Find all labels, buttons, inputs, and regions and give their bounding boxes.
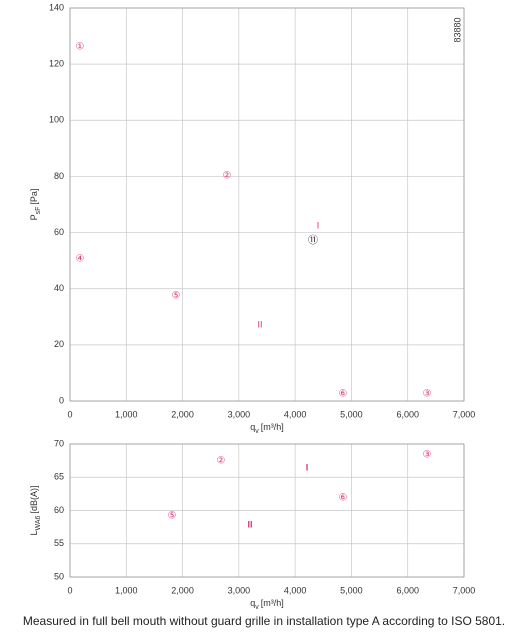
y-label-sub: WA6 [35, 515, 42, 530]
point-marker: ② [217, 456, 226, 467]
x-tick-label: 2,000 [171, 409, 194, 419]
y-tick-label: 55 [54, 538, 64, 548]
curve-label: I [306, 462, 309, 472]
x-tick-label: 3,000 [228, 585, 251, 595]
point-marker: ⑥ [339, 493, 348, 504]
curve-label: I [317, 220, 320, 230]
x-label-sub: v [255, 604, 259, 611]
y-tick-label: 20 [54, 339, 64, 349]
plot-frame [69, 443, 465, 578]
x-label-unit: [m³/h] [261, 598, 284, 608]
y-tick-label: 120 [49, 59, 64, 69]
x-tick-label: 2,000 [171, 585, 194, 595]
point-marker: ⑪ [308, 235, 318, 247]
x-tick-label: 3,000 [228, 409, 251, 419]
curve-label: II [247, 519, 252, 529]
x-tick-label: 7,000 [453, 585, 476, 595]
x-tick-label: 1,000 [115, 409, 138, 419]
x-tick-label: 4,000 [284, 409, 307, 419]
point-marker: ③ [423, 450, 432, 461]
y-label-sub: sF [35, 207, 42, 215]
y-tick-label: 60 [54, 227, 64, 237]
x-tick-label: 0 [67, 409, 72, 419]
x-tick-label: 4,000 [284, 585, 307, 595]
figure-id: 83880 [452, 17, 462, 42]
y-label-unit: [dB(A)] [29, 486, 39, 514]
y-tick-label: 0 [59, 395, 64, 405]
y-tick-label: 65 [54, 472, 64, 482]
point-marker: ④ [76, 254, 85, 265]
y-tick-label: 80 [54, 171, 64, 181]
x-label-symbol: q [250, 422, 255, 432]
y-tick-label: 70 [54, 438, 64, 448]
curve-label: II [257, 319, 262, 329]
x-tick-label: 1,000 [115, 585, 138, 595]
x-tick-label: 6,000 [396, 409, 419, 419]
point-marker: ⑤ [168, 511, 177, 522]
point-marker: ① [76, 42, 85, 53]
y-axis-label: LWA6[dB(A)] [29, 486, 41, 536]
y-label-unit: [Pa] [29, 189, 39, 205]
x-label-symbol: q [250, 598, 255, 608]
point-marker: ② [223, 171, 232, 182]
x-tick-label: 5,000 [340, 409, 363, 419]
point-marker: ⑤ [172, 291, 181, 302]
x-label-unit: [m³/h] [261, 422, 284, 432]
x-label-sub: v [255, 428, 259, 435]
y-tick-label: 40 [54, 283, 64, 293]
y-label-symbol: L [29, 530, 39, 535]
y-tick-label: 50 [54, 571, 64, 581]
x-tick-label: 0 [67, 585, 72, 595]
x-tick-label: 5,000 [340, 585, 363, 595]
x-tick-label: 7,000 [453, 409, 476, 419]
x-axis-label: qv [m³/h] [250, 422, 284, 434]
plot-frame [69, 7, 465, 402]
y-axis-label: PsF [Pa] [29, 189, 41, 221]
y-tick-label: 100 [49, 115, 64, 125]
x-axis-label: qv [m³/h] [250, 598, 284, 610]
point-marker: ③ [423, 389, 432, 400]
y-label-symbol: P [29, 214, 39, 220]
y-tick-label: 60 [54, 505, 64, 515]
y-tick-label: 140 [49, 2, 64, 12]
caption: Measured in full bell mouth without guar… [23, 614, 505, 628]
point-marker: ⑥ [339, 389, 348, 400]
x-tick-label: 6,000 [396, 585, 419, 595]
